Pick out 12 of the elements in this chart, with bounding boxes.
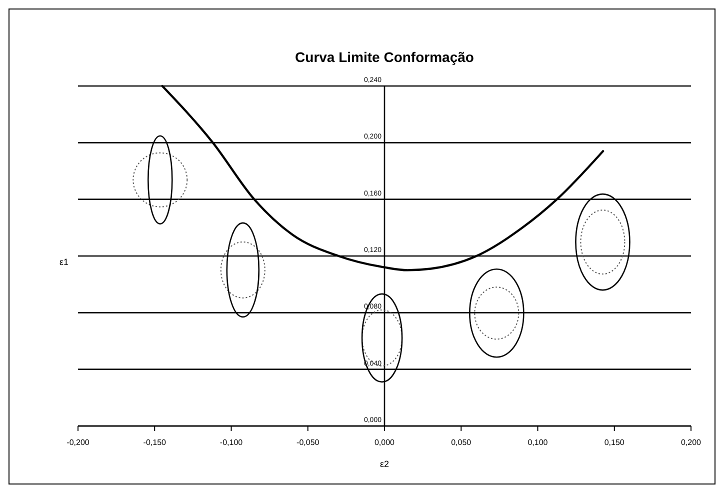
x-tick-label: 0,000	[374, 438, 396, 447]
chart-title: Curva Limite Conformação	[295, 49, 474, 65]
x-tick-label: -0,200	[66, 438, 90, 447]
x-axis-title: ε2	[380, 459, 390, 469]
x-tick-label: -0,150	[143, 438, 167, 447]
y-axis-title: ε1	[59, 257, 69, 267]
x-tick-label: 0,200	[680, 438, 702, 447]
x-tick-label: -0,100	[220, 438, 244, 447]
x-tick-label: -0,050	[296, 438, 320, 447]
x-tick-label: 0,150	[604, 438, 625, 447]
x-tick-label: 0,100	[528, 438, 548, 447]
x-tick-label: 0,050	[451, 438, 472, 447]
